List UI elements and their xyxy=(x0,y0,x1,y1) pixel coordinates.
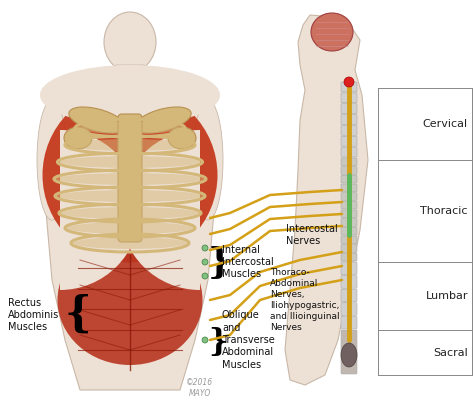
Ellipse shape xyxy=(43,88,218,263)
Text: Thoraco-
Abdominal
Nerves,
Iliohypogastric,
and Ilioinguinal
Nerves: Thoraco- Abdominal Nerves, Iliohypogastr… xyxy=(270,268,340,332)
FancyBboxPatch shape xyxy=(341,227,357,235)
Circle shape xyxy=(202,245,208,251)
Text: {: { xyxy=(65,294,92,336)
Ellipse shape xyxy=(57,235,202,365)
FancyBboxPatch shape xyxy=(341,93,357,103)
Text: Internal
Intercostal
Muscles: Internal Intercostal Muscles xyxy=(222,245,274,279)
Text: Lumbar: Lumbar xyxy=(426,291,468,301)
FancyBboxPatch shape xyxy=(341,303,357,315)
Text: Cervical: Cervical xyxy=(423,119,468,129)
FancyBboxPatch shape xyxy=(341,289,357,302)
FancyBboxPatch shape xyxy=(341,219,357,226)
Ellipse shape xyxy=(40,65,220,125)
FancyBboxPatch shape xyxy=(341,184,357,192)
FancyBboxPatch shape xyxy=(114,65,146,99)
Circle shape xyxy=(202,273,208,279)
Wedge shape xyxy=(120,130,200,290)
Ellipse shape xyxy=(77,122,183,134)
PathPatch shape xyxy=(45,75,215,390)
FancyBboxPatch shape xyxy=(341,316,357,329)
FancyBboxPatch shape xyxy=(341,253,357,261)
Text: Thoracic: Thoracic xyxy=(420,206,468,216)
FancyBboxPatch shape xyxy=(341,136,357,146)
FancyBboxPatch shape xyxy=(341,210,357,218)
Ellipse shape xyxy=(37,100,67,220)
FancyBboxPatch shape xyxy=(341,175,357,183)
FancyBboxPatch shape xyxy=(341,201,357,209)
Ellipse shape xyxy=(56,173,204,185)
Ellipse shape xyxy=(193,100,223,220)
Ellipse shape xyxy=(341,343,357,367)
Ellipse shape xyxy=(168,127,196,149)
PathPatch shape xyxy=(285,15,368,385)
Ellipse shape xyxy=(104,12,156,72)
Wedge shape xyxy=(60,130,140,290)
FancyBboxPatch shape xyxy=(341,276,357,288)
Text: Rectus
Abdominis
Muscles: Rectus Abdominis Muscles xyxy=(8,298,59,332)
Text: Intercostal
Nerves: Intercostal Nerves xyxy=(286,224,338,246)
FancyBboxPatch shape xyxy=(341,147,357,157)
Ellipse shape xyxy=(57,190,203,202)
Text: }: } xyxy=(208,326,228,358)
FancyBboxPatch shape xyxy=(341,245,357,252)
FancyBboxPatch shape xyxy=(341,167,357,174)
FancyBboxPatch shape xyxy=(341,125,357,135)
FancyBboxPatch shape xyxy=(341,262,357,275)
Ellipse shape xyxy=(67,139,193,151)
FancyBboxPatch shape xyxy=(341,115,357,125)
FancyBboxPatch shape xyxy=(341,330,357,374)
FancyBboxPatch shape xyxy=(118,114,142,242)
Text: Oblique
and
Transverse
Abdominal
Muscles: Oblique and Transverse Abdominal Muscles xyxy=(222,310,275,370)
FancyBboxPatch shape xyxy=(341,82,357,92)
Ellipse shape xyxy=(311,13,353,51)
Ellipse shape xyxy=(73,237,187,249)
Circle shape xyxy=(344,77,354,87)
FancyBboxPatch shape xyxy=(341,158,357,166)
Ellipse shape xyxy=(61,207,199,219)
Ellipse shape xyxy=(69,107,125,133)
FancyBboxPatch shape xyxy=(341,236,357,244)
FancyBboxPatch shape xyxy=(341,104,357,113)
Ellipse shape xyxy=(64,127,92,149)
Text: Sacral: Sacral xyxy=(433,347,468,358)
FancyBboxPatch shape xyxy=(341,193,357,200)
Circle shape xyxy=(202,337,208,343)
Text: ©2016
MAYO: ©2016 MAYO xyxy=(186,378,214,398)
Circle shape xyxy=(202,259,208,265)
Ellipse shape xyxy=(67,222,193,234)
Text: }: } xyxy=(208,245,231,279)
Ellipse shape xyxy=(135,107,191,133)
Ellipse shape xyxy=(60,156,201,168)
